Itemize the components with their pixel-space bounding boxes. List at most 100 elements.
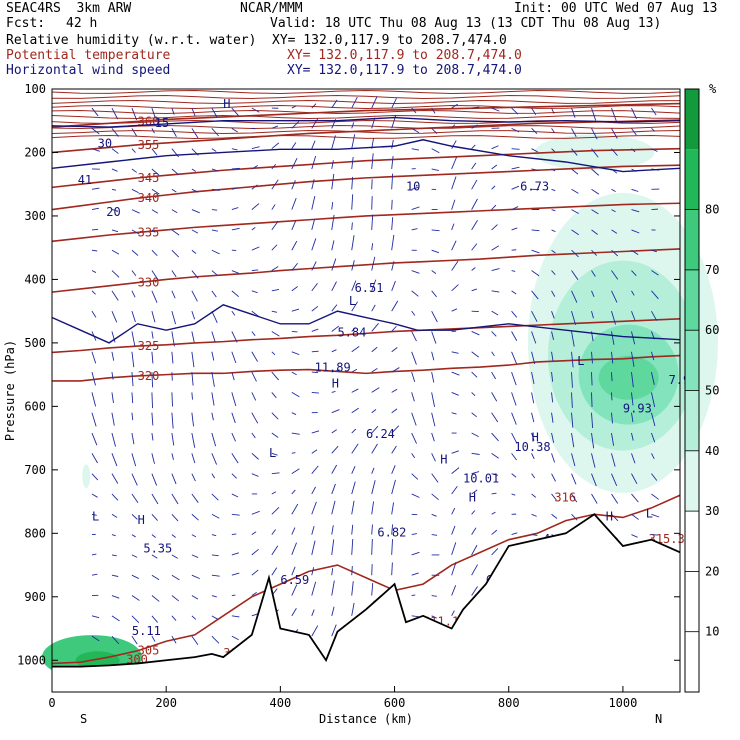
wind-vector [471, 179, 478, 190]
wind-vector [111, 635, 120, 645]
wind-vector [131, 311, 136, 323]
wind-vector [391, 139, 394, 149]
wind-vector [531, 453, 535, 460]
wind-vector [111, 270, 120, 278]
wind-vector [211, 453, 218, 465]
wind-vector [271, 310, 278, 313]
wind-vector [531, 229, 540, 232]
wind-vector [451, 240, 457, 251]
wind-vector [211, 595, 217, 598]
theta-contour-345 [51, 147, 681, 189]
wind-vector [531, 331, 537, 344]
wind-vector [291, 489, 296, 495]
wind-vector [511, 412, 517, 425]
valid-time: Valid: 18 UTC Thu 08 Aug 13 (13 CDT Thu … [270, 16, 662, 31]
wind-vector [411, 206, 420, 211]
wind-vector [91, 392, 97, 407]
wind-vector [511, 432, 517, 443]
wind-vector [111, 188, 117, 191]
wind-vector [611, 432, 615, 446]
wind-vector [91, 187, 100, 190]
theta-contour-upper [51, 99, 681, 104]
wind-vector [391, 367, 400, 373]
wind-vector [471, 288, 478, 292]
wind-vector [651, 128, 656, 132]
wind-vector [371, 501, 375, 515]
wind-vector [311, 219, 315, 231]
wind-vector [351, 566, 353, 576]
theta-contour-upper [51, 134, 681, 139]
wind-vector [331, 390, 336, 393]
wind-vector [551, 432, 555, 443]
wind-vector [191, 311, 196, 320]
wind-vector [451, 467, 460, 474]
wind-vector [411, 148, 420, 151]
theta-contour-upper [51, 109, 681, 114]
colorbar-tick-label: 80 [705, 203, 719, 217]
init-time: Init: 00 UTC Wed 07 Aug 13 [514, 1, 718, 16]
wind-vector [551, 209, 556, 212]
wind-vector [551, 331, 555, 340]
wind-vector [391, 325, 397, 332]
wind-vector [291, 566, 296, 576]
wind-vector [171, 168, 179, 176]
theta-contour-upper [51, 89, 681, 94]
wind-vector [471, 220, 478, 231]
wind-vector [251, 473, 259, 477]
wind-vector [291, 220, 297, 231]
wind-vector [351, 388, 359, 393]
wind-vector [631, 432, 634, 441]
wind-vector [231, 453, 239, 464]
wind-vector [231, 552, 239, 556]
wind-vector [611, 412, 613, 424]
wind-vector [251, 569, 259, 576]
wind-vector [391, 261, 395, 271]
theta-contour-upper [51, 94, 681, 99]
wind-vector [551, 290, 556, 297]
wind-vector [591, 148, 599, 158]
wind-vector [451, 308, 458, 312]
wind-vector [331, 539, 335, 555]
wind-vector [91, 270, 97, 273]
wind-vector [151, 229, 156, 233]
wind-vector [491, 529, 498, 535]
wind-vector [471, 351, 479, 358]
wind-vector [551, 372, 554, 382]
wind-vector [571, 432, 575, 448]
wind-vector [211, 534, 217, 537]
wind-vector [231, 412, 236, 424]
wind-vector [191, 229, 199, 234]
wind-vector [251, 548, 259, 556]
wind-vector [311, 567, 315, 576]
wind-vector [271, 545, 279, 556]
wind-vector [571, 372, 573, 388]
wind-vector [351, 327, 356, 332]
wind-vector [611, 249, 619, 257]
wind-vector [451, 450, 459, 454]
wind-vector [511, 185, 520, 190]
wind-vector [571, 209, 579, 214]
wind-vector [91, 207, 100, 211]
rh-area-small [82, 464, 91, 489]
wind-vector [291, 121, 300, 129]
wind-vector [251, 592, 257, 596]
wind-vector [431, 473, 439, 483]
wind-vector [231, 533, 237, 536]
wind-vector [371, 387, 380, 393]
wind-vector [251, 453, 259, 460]
wind-vector [131, 372, 134, 387]
wind-vector [431, 432, 435, 442]
x-tick-label: 200 [155, 696, 177, 710]
wind-contour-20 [51, 139, 681, 173]
colorbar-swatch [685, 269, 699, 331]
wind-vector [371, 243, 374, 251]
extremum-marker: H [440, 452, 447, 466]
wind-vector [571, 168, 579, 175]
wind-vector [331, 606, 335, 616]
wind-label: 6.82 [377, 525, 406, 539]
wind-vector [371, 96, 378, 109]
wind-vector [311, 282, 318, 292]
wind-vector [351, 481, 356, 495]
wind-vector [451, 199, 456, 210]
